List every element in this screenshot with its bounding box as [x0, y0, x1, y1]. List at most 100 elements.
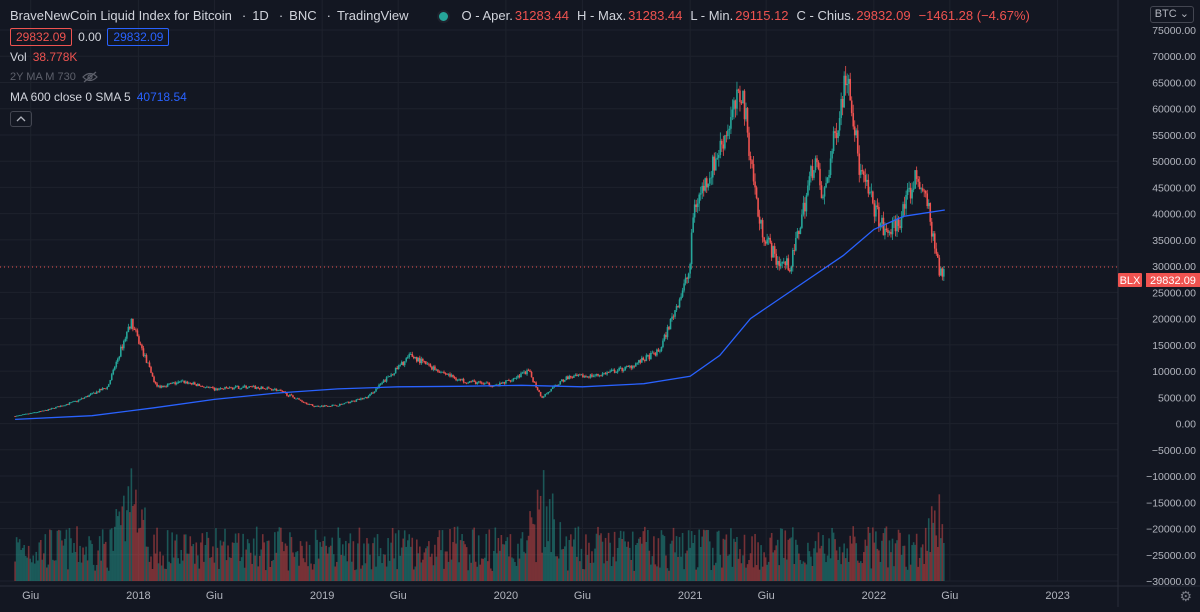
candle-body — [17, 415, 19, 417]
candle-body — [400, 362, 403, 365]
candle-body — [36, 412, 39, 413]
volume-bar — [903, 545, 906, 581]
volume-bar — [485, 533, 488, 581]
candle-body — [236, 385, 238, 387]
candle-body — [227, 388, 229, 390]
candle-body — [856, 130, 859, 154]
candle-body — [150, 367, 152, 373]
volume-bar — [792, 527, 794, 581]
volume-bar — [807, 542, 809, 581]
volume-bar — [846, 548, 848, 581]
volume-bar — [530, 517, 533, 581]
volume-bar — [628, 547, 631, 581]
candle-body — [903, 204, 906, 209]
candle-body — [660, 347, 663, 351]
candle-body — [506, 380, 509, 381]
volume-bar — [795, 539, 797, 581]
candle-body — [56, 406, 59, 408]
volume-bar — [834, 539, 836, 581]
volume-bar — [562, 548, 565, 581]
time-axis[interactable]: Giu 2018 Giu 2019 Giu 2020 Giu 2021 Giu 2022 Giu 20… — [22, 590, 1070, 602]
volume-bar — [59, 530, 62, 581]
volume-bar — [187, 553, 190, 581]
candle-body — [133, 329, 136, 331]
candle-body — [455, 378, 457, 381]
volume-bar — [748, 559, 750, 581]
volume-bar — [450, 559, 453, 581]
candle-body — [148, 362, 151, 368]
candle-body — [373, 391, 376, 394]
candle-body — [228, 387, 231, 389]
ma-indicator-row[interactable]: MA 600 close 0 SMA 5 40718.54 — [10, 87, 1038, 107]
close-value: 29832.09 — [856, 8, 911, 23]
volume-bar — [773, 550, 776, 581]
volume-bar — [508, 556, 510, 581]
candle-body — [476, 382, 479, 384]
candle-body — [181, 380, 184, 382]
x-tick-label: Giu — [390, 590, 407, 602]
candle-body — [533, 382, 536, 383]
gear-icon[interactable]: ⚙ — [1179, 588, 1192, 604]
candle-body — [520, 373, 522, 378]
ma-value: 40718.54 — [136, 90, 187, 104]
volume-bar — [384, 554, 386, 581]
volume-bar — [621, 538, 623, 581]
y-tick-label: 15000.00 — [1152, 340, 1196, 352]
volume-bar — [489, 568, 492, 581]
volume-bar — [328, 547, 331, 581]
candle-body — [370, 392, 373, 394]
volume-bar — [654, 564, 657, 581]
candle-body — [663, 334, 666, 341]
y-tick-label: 65000.00 — [1152, 77, 1196, 89]
interval-label[interactable]: 1D — [252, 8, 269, 23]
bid-box[interactable]: 29832.09 — [10, 28, 73, 46]
currency-label: BTC — [1154, 8, 1177, 20]
volume-bar — [189, 536, 192, 581]
candle-body — [637, 360, 640, 363]
volume-bar — [422, 559, 424, 581]
candle-body — [630, 365, 633, 369]
volume-bar — [159, 551, 161, 581]
candle-body — [252, 386, 255, 387]
volume-bar — [917, 566, 919, 581]
collapse-legend-button[interactable] — [10, 111, 32, 127]
eye-off-icon[interactable] — [81, 71, 98, 83]
candle-body — [716, 157, 719, 159]
price-axis[interactable]: 75000.00 70000.00 65000.00 60000.00 55000.00… — [1146, 25, 1196, 588]
candle-body — [654, 353, 657, 356]
volume-bar — [429, 556, 432, 581]
volume-bar — [790, 537, 793, 581]
currency-selector[interactable]: BTC ⌄ — [1149, 6, 1194, 23]
candle-body — [779, 263, 782, 267]
volume-bar — [631, 531, 634, 581]
volume-bar — [662, 534, 664, 581]
symbol-title[interactable]: BraveNewCoin Liquid Index for Bitcoin — [10, 8, 232, 23]
volume-indicator-row[interactable]: Vol 38.778K — [10, 47, 1038, 67]
volume-bar — [858, 562, 861, 581]
candle-body — [98, 389, 101, 393]
candle-body — [322, 405, 324, 407]
candle-body — [563, 380, 566, 382]
candle-body — [770, 242, 773, 258]
candle-body — [471, 380, 474, 382]
candle-body — [645, 355, 648, 361]
candle-body — [328, 406, 331, 407]
ask-box[interactable]: 29832.09 — [107, 28, 170, 46]
volume-bar — [171, 532, 173, 581]
volume-bar — [440, 550, 442, 581]
candle-body — [459, 379, 462, 381]
volume-bar — [573, 539, 575, 581]
candle-body — [53, 407, 56, 409]
volume-bar — [769, 537, 771, 581]
volume-bar — [27, 545, 30, 581]
volume-bar — [331, 537, 334, 581]
hidden-ma-row[interactable]: 2Y MA M 730 — [10, 67, 1038, 87]
candle-body — [785, 258, 788, 266]
candle-body — [314, 406, 317, 407]
candle-body — [231, 387, 234, 390]
volume-bar — [192, 543, 195, 581]
candle-body — [461, 378, 463, 380]
candle-body — [503, 382, 506, 384]
